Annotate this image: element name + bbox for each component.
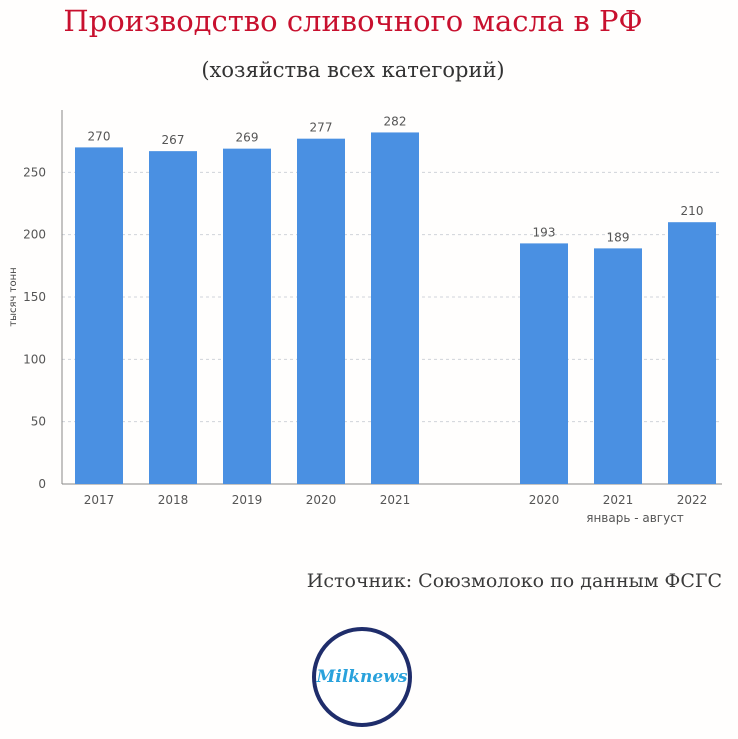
y-tick-label: 150: [23, 290, 46, 304]
x-tick-label: 2019: [232, 493, 263, 507]
bar: [520, 243, 568, 484]
logo-text: Milknews: [316, 667, 408, 687]
chart-subtitle: (хозяйства всех категорий): [201, 58, 505, 82]
y-tick-label: 50: [31, 415, 46, 429]
group-label: январь - август: [586, 511, 684, 525]
x-tick-label: 2020: [529, 493, 560, 507]
y-tick-label: 250: [23, 165, 46, 179]
x-tick-label: 2017: [84, 493, 115, 507]
bar: [75, 147, 123, 484]
bar: [594, 248, 642, 484]
data-label: 189: [607, 230, 630, 244]
chart-title: Производство сливочного масла в РФ: [63, 4, 643, 38]
source-note: Источник: Союзмолоко по данным ФСГС: [306, 570, 722, 592]
data-label: 282: [384, 114, 407, 128]
x-tick-label: 2020: [306, 493, 337, 507]
milknews-logo: Milknews: [312, 627, 412, 727]
data-label: 269: [236, 131, 259, 145]
bar-chart: 0 50 100 150 200 250 тысяч тонн 270 2017 267 2018 2…: [8, 110, 722, 525]
data-label: 270: [88, 129, 111, 143]
y-axis-label: тысяч тонн: [8, 267, 19, 326]
y-tick-label: 100: [23, 352, 46, 366]
x-tick-label: 2021: [380, 493, 411, 507]
data-label: 210: [681, 204, 704, 218]
bar: [297, 138, 345, 484]
data-label: 267: [162, 133, 185, 147]
bar: [149, 151, 197, 484]
data-label: 277: [310, 121, 333, 135]
data-label: 193: [533, 225, 556, 239]
y-tick-label: 200: [23, 228, 46, 242]
x-tick-label: 2022: [677, 493, 708, 507]
x-tick-label: 2018: [158, 493, 189, 507]
bar: [223, 148, 271, 484]
bar: [668, 222, 716, 484]
y-tick-label: 0: [38, 477, 46, 491]
x-tick-label: 2021: [603, 493, 634, 507]
bar: [371, 132, 419, 484]
